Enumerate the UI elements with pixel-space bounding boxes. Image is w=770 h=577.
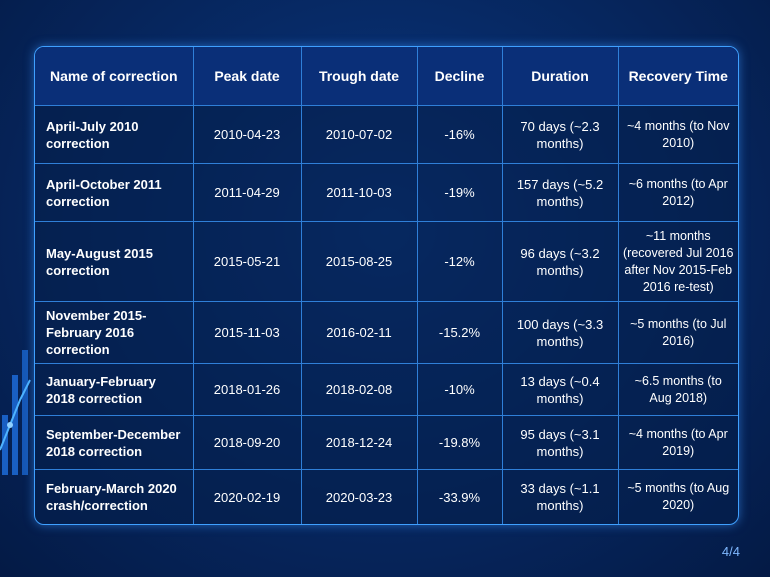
cell-recovery: ~6.5 months (to Aug 2018) [617,363,738,416]
cell-recovery: ~4 months (to Apr 2019) [617,415,738,470]
cell-trough-date: 2011-10-03 [300,163,418,222]
cell-recovery: ~5 months (to Jul 2016) [617,301,738,364]
cell-peak-date: 2018-01-26 [192,363,302,416]
cell-peak-date: 2010-04-23 [192,105,302,164]
cell-decline: -10% [416,363,503,416]
cell-name: April-October 2011 correction [35,163,194,222]
cell-duration: 13 days (~0.4 months) [501,363,619,416]
cell-duration: 70 days (~2.3 months) [501,105,619,164]
table-row: January-February 2018 correction 2018-01… [35,363,738,416]
cell-name: May-August 2015 correction [35,221,194,302]
cell-trough-date: 2016-02-11 [300,301,418,364]
cell-peak-date: 2015-11-03 [192,301,302,364]
cell-duration: 33 days (~1.1 months) [501,469,619,524]
cell-name: January-February 2018 correction [35,363,194,416]
cell-recovery: ~11 months (recovered Jul 2016 after Nov… [617,221,738,302]
cell-decline: -12% [416,221,503,302]
corrections-table-container: Name of correction Peak date Trough date… [34,46,739,525]
cell-name: February-March 2020 crash/correction [35,469,194,524]
table-row: April-July 2010 correction 2010-04-23 20… [35,105,738,164]
cell-duration: 100 days (~3.3 months) [501,301,619,364]
cell-trough-date: 2020-03-23 [300,469,418,524]
header-recovery-time: Recovery Time [617,47,738,106]
cell-peak-date: 2015-05-21 [192,221,302,302]
cell-name: April-July 2010 correction [35,105,194,164]
table-row: February-March 2020 crash/correction 202… [35,469,738,524]
cell-name: November 2015-February 2016 correction [35,301,194,364]
table-row: April-October 2011 correction 2011-04-29… [35,163,738,222]
cell-duration: 96 days (~3.2 months) [501,221,619,302]
cell-decline: -15.2% [416,301,503,364]
cell-trough-date: 2018-02-08 [300,363,418,416]
page-indicator: 4/4 [721,544,740,559]
cell-decline: -19% [416,163,503,222]
cell-trough-date: 2018-12-24 [300,415,418,470]
cell-name: September-December 2018 correction [35,415,194,470]
decorative-chart-graphic [0,350,31,475]
cell-duration: 157 days (~5.2 months) [501,163,619,222]
cell-peak-date: 2018-09-20 [192,415,302,470]
cell-recovery: ~5 months (to Aug 2020) [617,469,738,524]
header-peak-date: Peak date [192,47,302,106]
table-row: September-December 2018 correction 2018-… [35,415,738,470]
cell-peak-date: 2020-02-19 [192,469,302,524]
cell-recovery: ~6 months (to Apr 2012) [617,163,738,222]
table-row: May-August 2015 correction 2015-05-21 20… [35,221,738,302]
corrections-table: Name of correction Peak date Trough date… [35,47,738,524]
header-decline: Decline [416,47,503,106]
header-trough-date: Trough date [300,47,418,106]
header-duration: Duration [501,47,619,106]
cell-trough-date: 2015-08-25 [300,221,418,302]
cell-trough-date: 2010-07-02 [300,105,418,164]
cell-recovery: ~4 months (to Nov 2010) [617,105,738,164]
table-header-row: Name of correction Peak date Trough date… [35,47,738,106]
cell-duration: 95 days (~3.1 months) [501,415,619,470]
table-row: November 2015-February 2016 correction 2… [35,301,738,364]
cell-decline: -16% [416,105,503,164]
cell-decline: -33.9% [416,469,503,524]
cell-peak-date: 2011-04-29 [192,163,302,222]
header-name: Name of correction [35,47,194,106]
cell-decline: -19.8% [416,415,503,470]
